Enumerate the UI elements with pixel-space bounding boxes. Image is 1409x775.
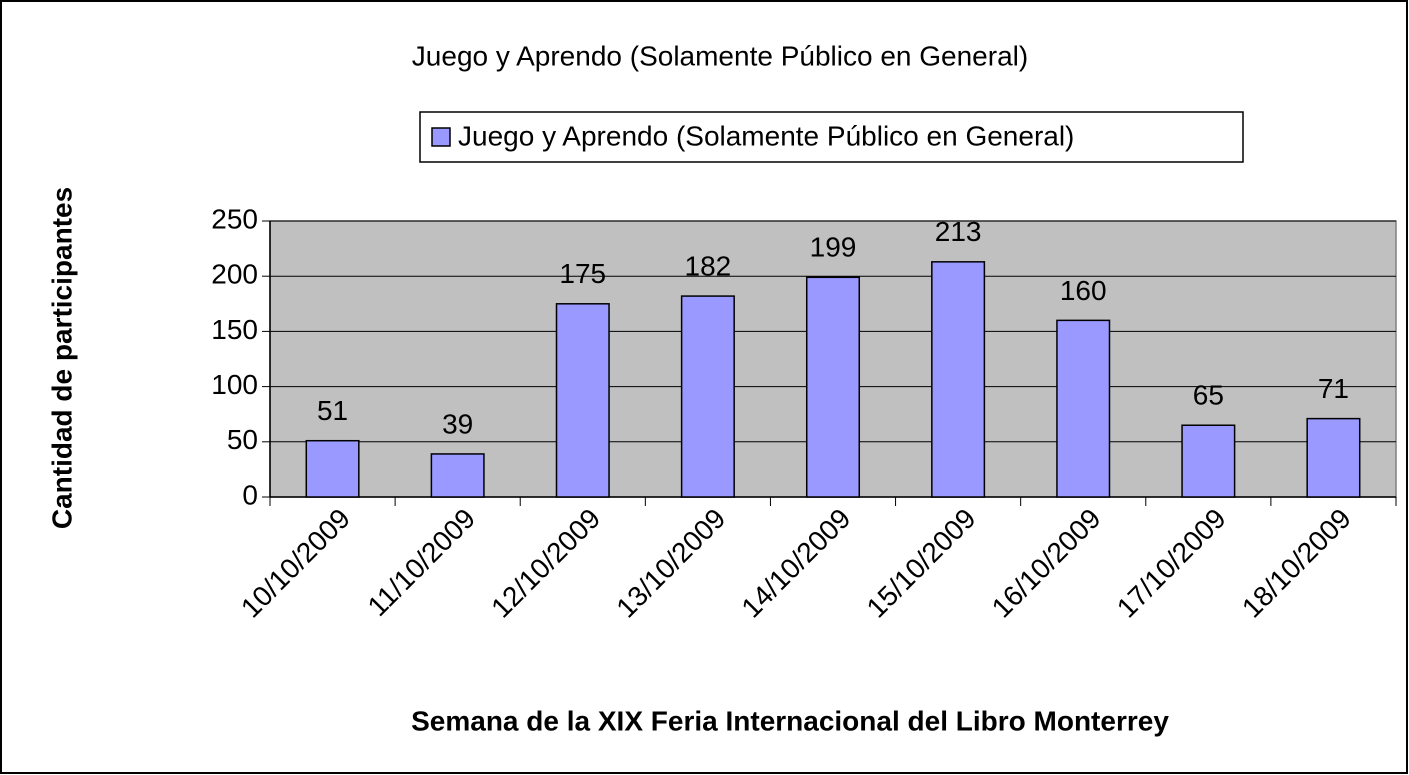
y-tick-label: 0 bbox=[242, 479, 258, 510]
data-label: 182 bbox=[685, 250, 732, 281]
legend: Juego y Aprendo (Solamente Público en Ge… bbox=[419, 111, 1244, 163]
bar bbox=[1181, 424, 1236, 498]
bar bbox=[305, 439, 360, 498]
x-axis-title: Semana de la XIX Feria Internacional del… bbox=[411, 705, 1169, 736]
chart-title: Juego y Aprendo (Solamente Público en Ge… bbox=[412, 40, 1028, 71]
data-label: 51 bbox=[317, 395, 348, 426]
data-label: 199 bbox=[810, 232, 857, 263]
bar bbox=[430, 453, 485, 498]
legend-swatch bbox=[431, 127, 451, 147]
data-label: 39 bbox=[442, 408, 473, 439]
bar bbox=[680, 295, 735, 498]
bar bbox=[1306, 417, 1361, 498]
y-tick-label: 250 bbox=[211, 203, 258, 234]
y-tick-label: 100 bbox=[211, 369, 258, 400]
data-label: 71 bbox=[1318, 373, 1349, 404]
data-label: 213 bbox=[935, 216, 982, 247]
bar bbox=[931, 261, 986, 498]
data-label: 160 bbox=[1060, 275, 1107, 306]
legend-label: Juego y Aprendo (Solamente Público en Ge… bbox=[458, 120, 1074, 151]
y-tick-label: 150 bbox=[211, 314, 258, 345]
y-tick-label: 50 bbox=[227, 424, 258, 455]
bar bbox=[805, 276, 861, 498]
bar bbox=[1056, 319, 1111, 498]
y-tick-label: 200 bbox=[211, 259, 258, 290]
legend-box bbox=[419, 111, 1244, 163]
y-axis-title: Cantidad de participantes bbox=[46, 187, 77, 529]
data-label: 65 bbox=[1193, 380, 1224, 411]
data-label: 175 bbox=[559, 258, 606, 289]
bar bbox=[555, 303, 610, 498]
